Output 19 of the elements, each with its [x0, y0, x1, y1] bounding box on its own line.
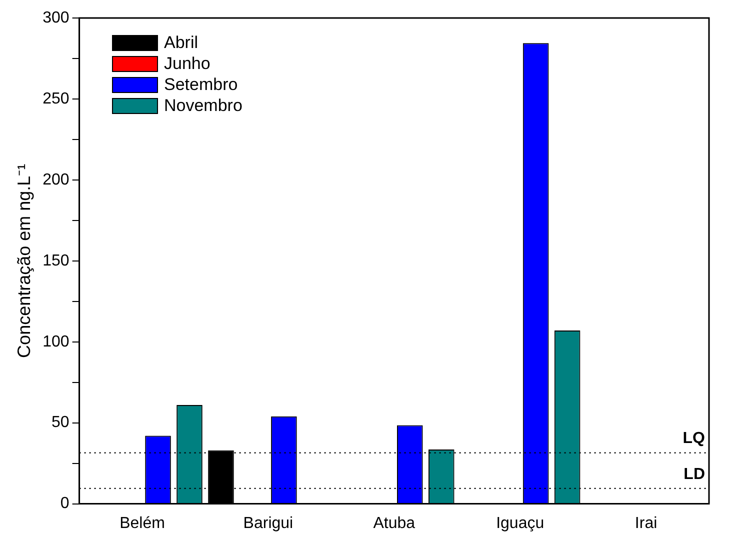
y-tick-label: 200: [42, 171, 70, 188]
x-tick-label: Irai: [634, 514, 658, 532]
y-tick-label: 250: [42, 90, 70, 108]
y-tick-label: 100: [42, 333, 70, 350]
x-tick-label: Atuba: [373, 514, 416, 532]
legend-label: Abril: [164, 32, 198, 52]
x-tick-label: Iguaçu: [496, 514, 544, 532]
y-axis-title: Concentração em ng.L⁻¹: [14, 164, 34, 358]
y-tick-label: 0: [60, 495, 70, 512]
x-tick-label: Barigui: [243, 514, 294, 532]
y-tick-label: 150: [42, 252, 70, 270]
ref-line-label: LQ: [682, 430, 705, 448]
legend-label: Junho: [164, 54, 210, 74]
y-tick-label: 50: [52, 414, 70, 432]
ref-line-label: LD: [684, 466, 705, 483]
legend-label: Setembro: [164, 74, 238, 94]
legend-label: Novembro: [164, 96, 242, 116]
y-tick-label: 300: [42, 9, 70, 26]
x-tick-label: Belém: [120, 514, 165, 532]
